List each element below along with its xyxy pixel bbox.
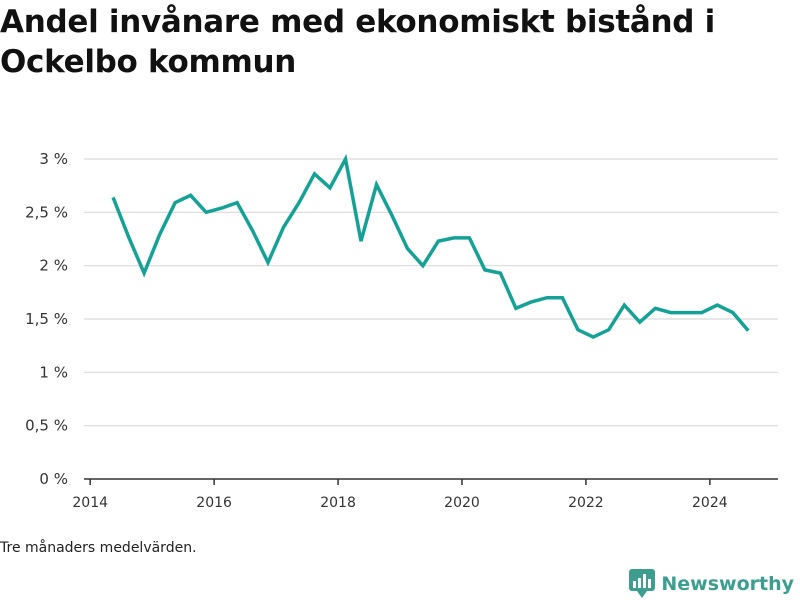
chart-title: Andel invånare med ekonomiskt bistånd i …	[0, 4, 715, 80]
brand-name: Newsworthy	[661, 573, 794, 595]
x-axis: 2014 2016 2018 2020 2022 2024	[72, 478, 778, 511]
chart-note: Tre månaders medelvärden.	[0, 540, 197, 556]
newsworthy-brand: Newsworthy	[629, 568, 794, 600]
x-tick-label: 2014	[72, 495, 108, 511]
gridlines	[84, 158, 778, 427]
x-tick-label: 2022	[568, 495, 604, 511]
y-tick-label: 2 %	[39, 257, 68, 275]
x-tick-label: 2020	[444, 495, 480, 511]
y-axis-labels: 0 % 0,5 % 1 % 1,5 % 2 % 2,5 % 3 %	[25, 150, 68, 488]
y-tick-label: 1 %	[39, 363, 68, 381]
x-tick-label: 2016	[196, 495, 232, 511]
series-group	[111, 153, 750, 340]
series-line	[111, 153, 750, 340]
x-tick-label: 2024	[692, 495, 728, 511]
newsworthy-logo-icon	[629, 569, 656, 598]
y-tick-label: 2,5 %	[25, 203, 68, 221]
y-tick-label: 3 %	[39, 150, 68, 168]
y-tick-label: 0,5 %	[25, 417, 68, 435]
y-tick-label: 1,5 %	[25, 310, 68, 328]
x-tick-label: 2018	[320, 495, 356, 511]
y-tick-label: 0 %	[39, 470, 68, 488]
